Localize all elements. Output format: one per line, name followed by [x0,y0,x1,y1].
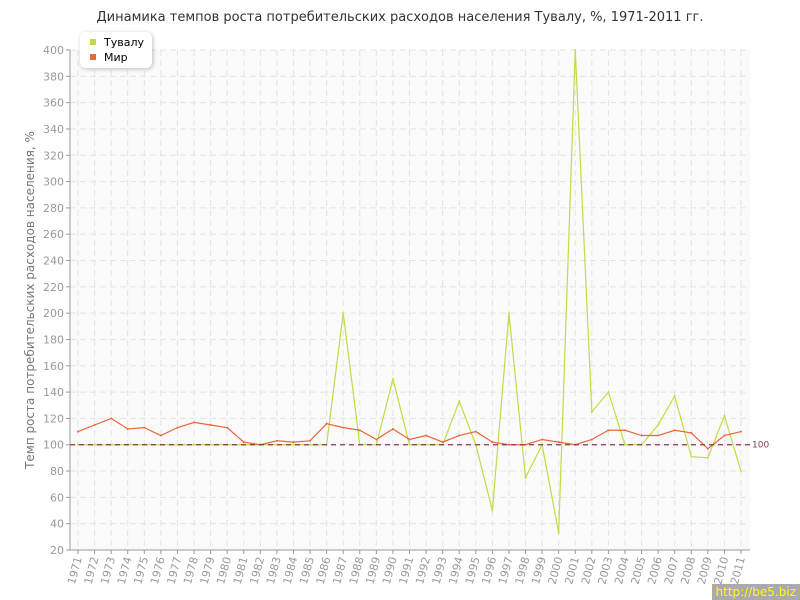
y-tick-label: 220 [43,281,64,294]
legend-item-tuvalu[interactable]: Тувалу [90,36,144,50]
data-point [292,441,295,444]
y-tick-label: 300 [43,176,64,189]
y-tick-label: 260 [43,228,64,241]
data-point [590,410,593,413]
data-point [176,443,179,446]
legend-swatch [90,39,96,45]
watermark-link[interactable]: http://be5.biz [711,584,800,600]
data-point [491,441,494,444]
data-point [557,441,560,444]
data-point [541,438,544,441]
y-tick-label: 360 [43,97,64,110]
data-point [524,443,527,446]
data-point [358,429,361,432]
data-point [425,434,428,437]
data-point [209,443,212,446]
legend-label: Тувалу [104,36,144,49]
data-point [309,443,312,446]
data-point [706,447,709,450]
y-tick-label: 80 [50,465,64,478]
data-point [657,434,660,437]
data-point [226,426,229,429]
y-tick-label: 100 [43,439,64,452]
data-point [242,441,245,444]
data-point [209,424,212,426]
data-point [723,434,726,437]
data-point [673,429,676,432]
data-point [441,441,444,444]
data-point [740,470,742,473]
y-tick-label: 320 [43,149,64,162]
y-tick-label: 140 [43,386,64,399]
y-tick-label: 120 [43,412,64,425]
data-point [342,312,345,315]
data-point [193,421,196,424]
data-point [740,430,742,433]
data-point [640,434,643,437]
data-point [77,443,79,446]
data-point [193,443,196,446]
data-point [458,400,461,403]
data-point [93,424,96,426]
y-tick-label: 60 [50,491,64,504]
reference-line-label: 100 [752,441,769,451]
data-point [574,49,577,51]
data-point [557,531,560,534]
data-point [275,439,278,442]
data-point [325,422,328,425]
data-point [723,414,726,417]
y-tick-label: 280 [43,202,64,215]
y-tick-label: 400 [43,44,64,57]
data-point [391,377,394,380]
legend-swatch [90,54,96,60]
data-point [623,443,626,446]
legend-item-world[interactable]: Мир [90,51,128,65]
data-point [408,443,411,446]
data-point [93,443,96,446]
y-tick-label: 380 [43,70,64,83]
data-point [110,417,113,420]
data-point [143,426,146,429]
data-point [706,456,709,459]
data-point [292,443,295,446]
data-point [507,443,510,446]
data-point [491,509,494,512]
y-tick-label: 160 [43,360,64,373]
data-point [607,391,610,394]
y-tick-label: 240 [43,255,64,268]
data-point [176,426,179,429]
data-point [126,427,129,430]
data-point [77,430,79,433]
y-tick-label: 20 [50,544,64,557]
y-tick-label: 340 [43,123,64,136]
data-point [607,429,610,432]
data-point [391,427,394,430]
data-point [159,434,162,437]
data-point [309,439,312,442]
legend-label: Мир [104,51,128,64]
y-tick-label: 200 [43,307,64,320]
data-point [657,424,660,426]
data-point [342,426,345,429]
data-point [590,438,593,441]
y-tick-label: 40 [50,518,64,531]
x-tick-label: 2011 [728,555,748,585]
data-point [690,431,693,434]
data-point [690,455,693,458]
data-point [673,395,676,398]
data-point [623,429,626,432]
y-axis-label: Темп роста потребительских расходов насе… [23,131,37,470]
data-point [474,430,477,433]
chart-title: Динамика темпов роста потребительских ра… [96,10,704,25]
data-point [524,476,527,479]
data-point [408,438,411,441]
legend: Тувалу Мир [80,32,152,68]
data-point [458,434,461,437]
data-point [507,312,510,315]
y-tick-label: 180 [43,333,64,346]
data-point [375,438,378,441]
